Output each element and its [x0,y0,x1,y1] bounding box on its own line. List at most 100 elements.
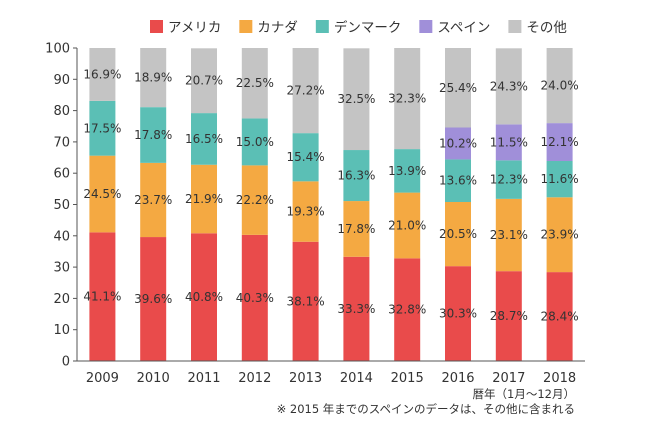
bar-2015-series-1 [394,192,421,259]
data-label-2017-series-3: 11.5% [490,135,528,149]
data-label-2012-series-2: 15.0% [236,135,274,149]
bar-2010-series-4 [140,48,167,108]
x-axis-label: 暦年（1月～12月） [473,387,575,401]
data-label-2017-series-0: 28.7% [490,309,528,323]
data-label-2013-series-0: 38.1% [287,294,325,308]
bar-2018-series-0 [546,272,573,361]
bar-2018-series-1 [546,197,573,273]
data-label-2010-series-0: 39.6% [134,292,172,306]
x-tick-label-2011: 2011 [187,371,220,386]
data-label-2009-series-4: 16.9% [83,67,121,81]
legend-label-3: スペイン [437,20,490,36]
data-label-2016-series-0: 30.3% [439,307,477,321]
bar-2014-series-2 [343,150,370,202]
bar-2009-series-0 [89,232,116,361]
bar-2016-series-4 [445,48,471,128]
x-tick-label-2010: 2010 [137,371,170,386]
bar-2013-series-0 [292,241,319,361]
data-label-2009-series-1: 24.5% [83,187,121,201]
data-label-2012-series-4: 22.5% [236,76,274,90]
data-label-2014-series-2: 16.3% [337,169,375,183]
y-axis: 0 10 20 30 40 50 60 70 80 90 100 [45,42,78,370]
bar-2012-series-2 [241,118,268,166]
y-tick-label-6: 60 [53,167,70,182]
data-label-2015-series-4: 32.3% [388,92,426,106]
y-tick-label-2: 20 [53,292,70,307]
x-tick-label-2015: 2015 [391,371,424,386]
y-tick-label-5: 50 [53,198,70,213]
bar-2015-series-0 [394,258,421,361]
bar-2017-series-3 [495,124,522,161]
bar-2018-series-3 [546,123,573,161]
data-label-2010-series-2: 17.8% [134,128,172,142]
x-tick-label-2013: 2013 [289,371,322,386]
data-label-2016-series-1: 20.5% [439,227,477,241]
x-tick-label-2018: 2018 [543,371,576,386]
bar-2016-series-3 [445,127,471,160]
legend-swatch-2 [315,20,329,33]
bar-2009-series-1 [89,155,116,233]
bar-2011-series-2 [191,113,217,165]
bar-2017-series-4 [495,48,522,125]
data-label-2014-series-0: 33.3% [337,302,375,316]
legend-label-4: その他 [526,20,567,36]
y-tick-label-10: 100 [45,42,70,57]
y-tick-label-3: 30 [53,261,70,276]
data-label-2018-series-0: 28.4% [541,310,579,324]
bar-2018-series-4 [546,48,573,124]
data-label-2016-series-3: 10.2% [439,136,477,150]
bar-2017-series-1 [495,198,522,272]
bar-2010-series-2 [140,107,167,163]
bar-2013-series-2 [292,133,319,182]
y-tick-label-1: 10 [53,323,70,338]
data-label-2013-series-1: 19.3% [287,205,325,219]
bar-2017-series-2 [495,160,522,199]
y-tick-label-0: 0 [62,355,70,370]
data-label-2011-series-1: 21.9% [185,192,223,206]
bar-2009-series-4 [89,48,116,101]
data-label-2010-series-4: 18.9% [134,71,172,85]
bar-2016-series-2 [445,159,471,202]
data-label-2010-series-1: 23.7% [134,193,172,207]
data-label-2015-series-1: 21.0% [388,218,426,232]
data-label-2014-series-1: 17.8% [337,222,375,236]
bar-2015-series-2 [394,149,421,193]
bar-2011-series-1 [191,164,217,234]
y-tick-label-4: 40 [53,229,70,244]
data-label-2017-series-4: 24.3% [490,79,528,93]
x-tick-label-2009: 2009 [86,371,119,386]
legend-swatch-0 [150,20,163,33]
data-label-2018-series-4: 24.0% [541,79,579,93]
data-label-2018-series-3: 12.1% [541,135,579,149]
bar-2014-series-0 [343,256,370,361]
bar-2012-series-0 [241,234,268,361]
legend-swatch-4 [508,20,522,33]
data-label-2011-series-2: 16.5% [185,132,223,146]
x-tick-label-2017: 2017 [492,371,525,386]
y-tick-label-7: 70 [53,135,70,150]
data-label-2009-series-0: 41.1% [83,290,121,304]
data-label-2009-series-2: 17.5% [83,121,121,135]
bar-2013-series-1 [292,181,319,242]
data-label-2017-series-2: 12.3% [490,173,528,187]
bar-2016-series-1 [445,201,471,267]
bar-2009-series-2 [89,100,116,156]
bar-2012-series-1 [241,165,268,235]
data-label-2013-series-4: 27.2% [287,84,325,98]
data-label-2018-series-2: 11.6% [541,172,579,186]
data-label-2015-series-2: 13.9% [388,164,426,178]
legend-swatch-1 [239,20,253,33]
bar-2014-series-1 [343,201,370,257]
data-label-2015-series-0: 32.8% [388,303,426,317]
bar-2010-series-1 [140,162,167,238]
x-tick-label-2016: 2016 [441,371,474,386]
legend-label-1: カナダ [257,20,298,36]
data-label-2011-series-4: 20.7% [185,74,223,88]
data-label-2011-series-0: 40.8% [185,290,223,304]
bar-2013-series-4 [292,48,319,134]
bar-2017-series-0 [495,271,522,361]
data-label-2012-series-1: 22.2% [236,193,274,207]
legend-label-2: デンマーク [334,19,402,36]
bars-group: 41.1% 24.5% 17.5% 16.9% 39.6% 23.7% 17.8% 18.9%… [83,48,579,361]
